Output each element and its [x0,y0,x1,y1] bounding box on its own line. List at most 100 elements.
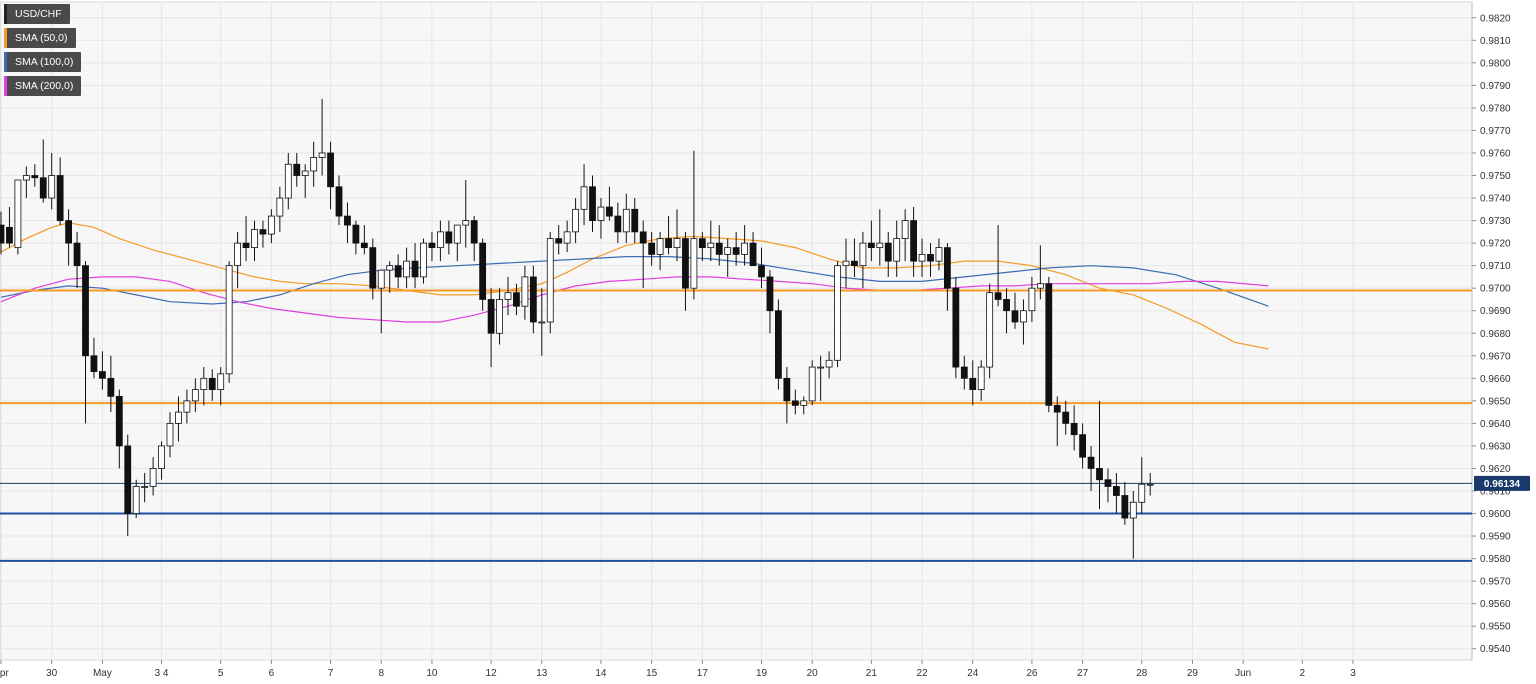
candle-body [1087,456,1095,469]
candle-body [749,242,757,267]
y-tick-label: 0.9660 [1480,374,1511,385]
x-tick-label: 20 [807,668,819,679]
legend-swatch [4,4,7,24]
y-tick-label: 0.9720 [1480,239,1511,250]
candle-body [893,238,901,262]
y-tick-label: 0.9670 [1480,351,1511,362]
candle-body [369,247,377,289]
x-tick-label: 21 [866,668,878,679]
candle-body [732,247,740,255]
candle-body [411,260,419,278]
candle-body [0,224,5,244]
candle-body [445,231,453,244]
candle-body [986,292,994,368]
candle-body [124,445,132,514]
y-tick-label: 0.9580 [1480,554,1511,565]
candle-body [1045,283,1053,406]
candle-body [622,208,630,233]
current-price-badge [1474,475,1530,491]
candle-body [960,366,968,379]
x-tick-label: May [93,668,112,679]
candle-body [39,177,47,199]
candle-body [403,260,411,278]
candle-body [386,265,394,271]
legend-item-sma200[interactable]: SMA (200,0) [4,76,82,96]
candle-body [107,377,115,397]
x-tick-label: 5 [218,668,224,679]
candle-body [977,366,985,390]
candle-body [225,265,233,375]
candle-body [1020,310,1027,323]
candle-body [758,265,765,278]
x-tick-label: 27 [1077,668,1089,679]
candle-body [377,269,385,289]
legend-swatch [4,28,7,48]
legend-item-sma100[interactable]: SMA (100,0) [4,52,82,72]
legend-label: SMA (50,0) [15,32,68,44]
x-tick-label: 29 [1187,668,1199,679]
candle-body [242,242,250,249]
candle-body [783,377,791,402]
y-tick-label: 0.9550 [1480,622,1511,633]
legend-swatch [4,52,7,72]
candle-body [149,468,157,487]
candle-body [994,292,1002,300]
y-tick-label: 0.9610 [1480,486,1511,497]
candle-body [901,220,909,240]
x-tick-label: 17 [697,668,709,679]
y-tick-label: 0.9600 [1480,509,1511,520]
candle-body [724,247,732,255]
x-tick-label: 22 [916,668,928,679]
candle-body [513,292,520,307]
candle-body [563,231,571,244]
candle-body [310,157,318,172]
candle-body [132,486,140,514]
candle-body [470,220,478,244]
candle-body [639,231,647,244]
candle-body [479,242,487,300]
y-tick-label: 0.9710 [1480,261,1511,272]
candle-body [487,299,495,334]
x-tick-label: 26 [1026,668,1038,679]
candle-body [935,247,943,262]
candle-body [927,253,934,262]
candle-body [1036,283,1044,289]
candle-body [115,395,123,447]
current-price-label: 0.96134 [1484,479,1521,490]
candle-body [191,389,199,402]
candle-body [352,224,360,244]
legend-item-sma50[interactable]: SMA (50,0) [4,28,76,48]
candle-body [1070,422,1078,436]
x-tick-label: 14 [595,668,607,679]
legend-item-usdchf[interactable]: USD/CHF [4,4,70,24]
candle-body [867,242,875,249]
candle-body [141,486,149,488]
candle-body [82,265,89,357]
y-tick-label: 0.9740 [1480,194,1511,205]
candle-body [851,260,858,267]
candle-body [1113,486,1120,496]
candle-body [648,242,656,255]
x-tick-label: 24 [967,668,979,679]
x-tick-label: 19 [756,668,768,679]
candle-body [918,253,926,262]
x-tick-label: 7 [328,668,334,679]
candle-body [200,377,208,390]
candle-body [394,265,402,278]
x-tick-label: 2 [1300,668,1306,679]
candle-body [276,197,284,217]
legend: USD/CHF SMA (50,0) SMA (100,0) SMA (200,… [4,4,82,96]
x-tick-label: 28 [1136,668,1148,679]
candle-body [1138,483,1146,503]
candle-body [698,238,706,249]
candle-body [1079,434,1086,458]
candle-body [335,186,343,217]
candle-body [436,231,444,249]
candle-body [884,242,892,262]
candle-body [842,260,850,267]
x-tick-label: Apr [0,668,9,679]
y-tick-label: 0.9810 [1480,36,1511,47]
candle-body [90,355,98,372]
